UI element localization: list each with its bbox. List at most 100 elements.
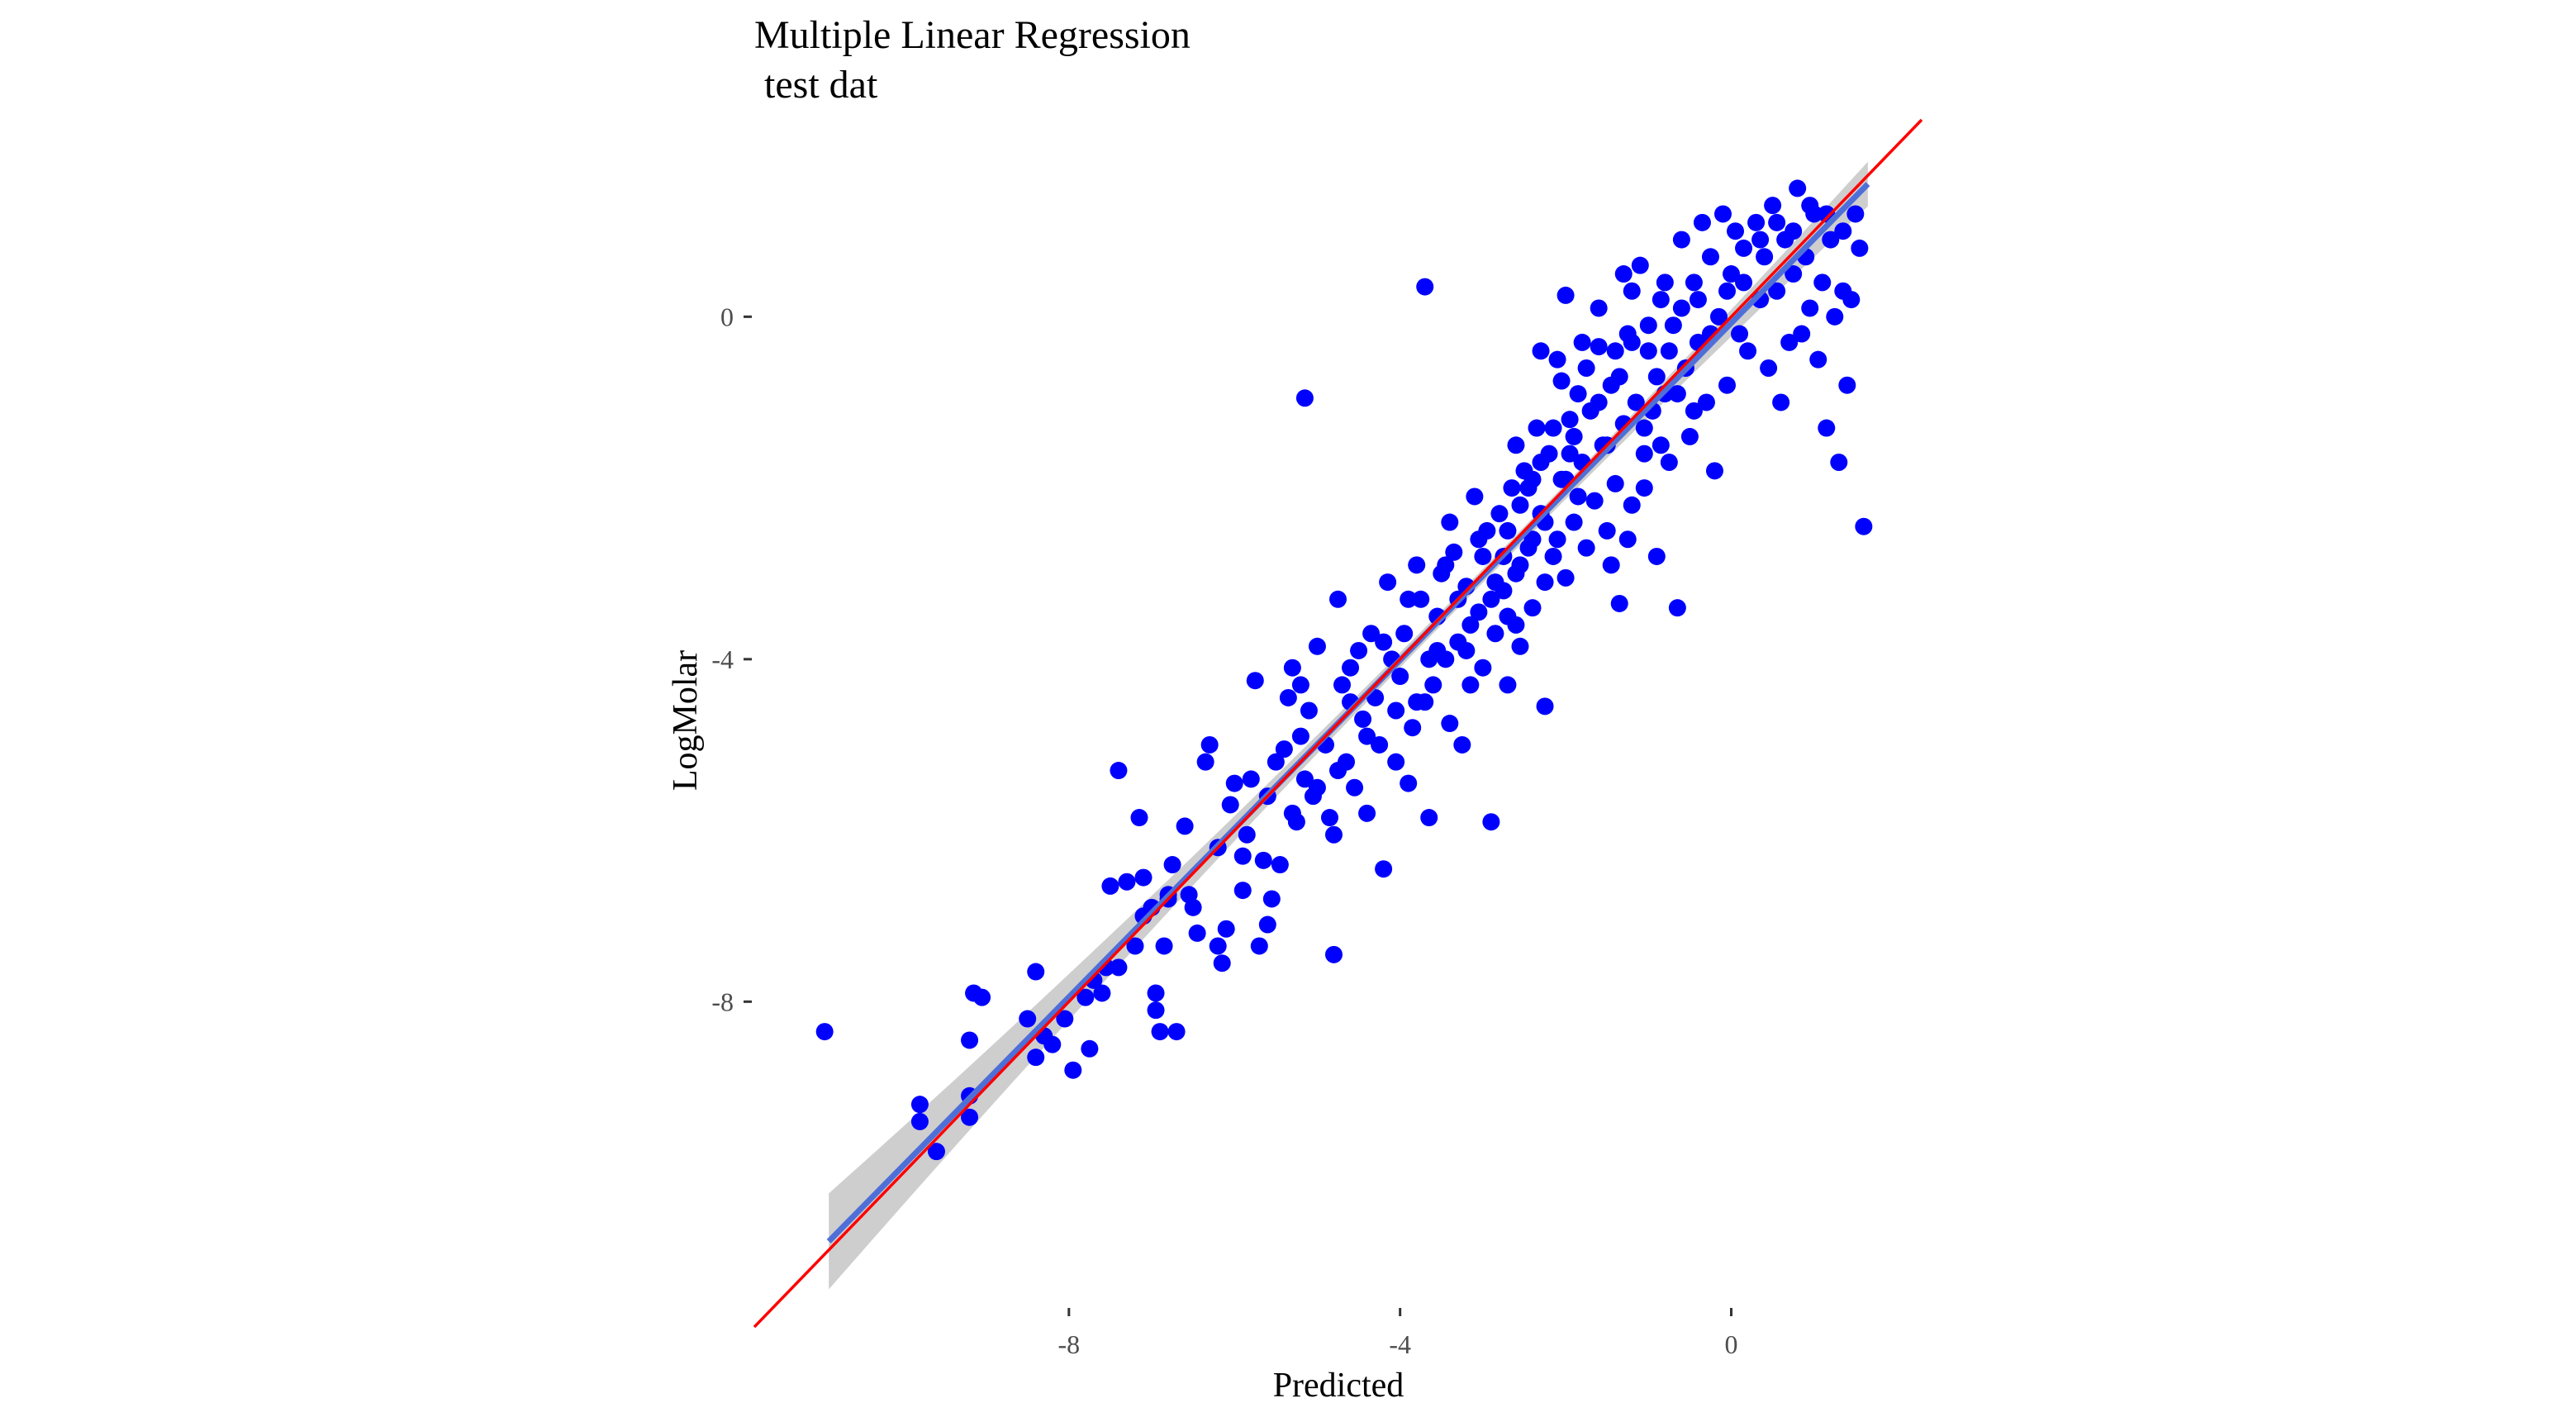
data-point: [1470, 603, 1488, 621]
data-point: [1818, 419, 1836, 437]
chart-title-line-1: Multiple Linear Regression: [754, 13, 1191, 57]
data-point: [1200, 735, 1219, 754]
data-point: [1093, 984, 1111, 1002]
data-point: [1577, 359, 1595, 378]
data-point: [1295, 770, 1314, 788]
data-point: [1283, 804, 1301, 822]
data-point: [1760, 359, 1778, 378]
data-point: [1486, 573, 1504, 592]
data-point: [1664, 316, 1682, 335]
data-point: [1606, 474, 1624, 492]
data-point: [1445, 543, 1463, 561]
data-point: [1457, 641, 1476, 659]
data-point: [1718, 376, 1736, 394]
data-point: [1557, 286, 1575, 304]
data-point: [1043, 1035, 1062, 1053]
data-point: [1569, 385, 1587, 403]
data-point: [1184, 898, 1202, 916]
data-point: [1238, 825, 1256, 844]
data-point: [1672, 299, 1690, 317]
data-point: [1793, 325, 1811, 343]
data-point: [1652, 436, 1670, 454]
data-point: [910, 1112, 929, 1130]
data-point: [1565, 427, 1583, 445]
x-tick-label: 0: [1725, 1329, 1738, 1359]
data-point: [1295, 389, 1314, 407]
data-point: [1747, 213, 1766, 231]
data-point: [1789, 179, 1807, 197]
data-point: [1830, 453, 1848, 471]
data-point: [1565, 513, 1583, 531]
data-point: [1590, 393, 1608, 411]
data-point: [1283, 659, 1301, 677]
data-point: [1350, 641, 1368, 659]
data-point: [1324, 945, 1343, 963]
data-point: [1262, 890, 1281, 908]
data-point: [1233, 847, 1252, 865]
data-point: [1623, 282, 1641, 300]
data-point: [1126, 937, 1144, 955]
data-point: [1225, 774, 1243, 792]
data-point: [1275, 740, 1293, 758]
data-point: [1027, 963, 1045, 981]
data-point: [1731, 325, 1749, 343]
x-tick-label: -8: [1057, 1329, 1080, 1359]
data-point: [1503, 479, 1521, 497]
data-point: [1573, 333, 1591, 351]
data-point: [1233, 882, 1252, 900]
data-point: [1271, 856, 1289, 874]
y-axis-title: LogMolar: [667, 650, 705, 791]
y-tick-label: 0: [720, 302, 734, 331]
data-point: [1834, 222, 1852, 240]
data-point: [1523, 470, 1542, 488]
data-point: [1027, 1048, 1045, 1067]
data-point: [1639, 316, 1657, 335]
data-point: [1610, 368, 1628, 386]
data-point: [1375, 633, 1393, 651]
data-point: [1656, 273, 1674, 292]
data-point: [1329, 590, 1347, 608]
data-point: [1652, 291, 1670, 309]
data-point: [1387, 753, 1405, 771]
data-point: [1250, 937, 1268, 955]
data-point: [1151, 1023, 1169, 1041]
data-point: [1329, 762, 1347, 780]
data-point: [1291, 676, 1309, 694]
x-axis-ticks: -8 -4 0: [1057, 1308, 1738, 1359]
data-point: [1155, 937, 1173, 955]
data-point: [1557, 568, 1575, 587]
data-point: [1358, 727, 1376, 745]
data-point: [1532, 453, 1550, 471]
data-point: [1701, 248, 1719, 266]
data-point: [1254, 851, 1272, 869]
data-point: [1672, 231, 1690, 249]
data-point: [1705, 462, 1723, 480]
data-point: [1333, 676, 1352, 694]
data-point: [1680, 427, 1699, 445]
data-point: [1561, 411, 1579, 429]
data-point: [927, 1143, 945, 1161]
data-point: [1167, 1023, 1186, 1041]
data-point: [1647, 368, 1666, 386]
data-point: [1077, 988, 1095, 1006]
data-point: [1623, 496, 1641, 514]
data-point: [1536, 573, 1554, 592]
y-tick-label: -8: [711, 987, 734, 1016]
data-point: [1511, 496, 1529, 514]
data-point: [1221, 796, 1239, 814]
data-point: [1548, 530, 1566, 549]
data-point: [1697, 393, 1715, 411]
data-point: [1801, 197, 1819, 215]
data-point: [1466, 487, 1484, 506]
data-point: [1420, 809, 1438, 827]
data-point: [1544, 419, 1562, 437]
data-point: [1404, 719, 1422, 737]
data-point: [1590, 338, 1608, 356]
data-point: [1685, 273, 1703, 292]
data-point: [1358, 804, 1376, 822]
data-point: [1768, 282, 1786, 300]
data-point: [1561, 445, 1579, 463]
data-point: [1507, 616, 1525, 634]
data-point: [1635, 479, 1653, 497]
data-point: [1780, 333, 1799, 351]
